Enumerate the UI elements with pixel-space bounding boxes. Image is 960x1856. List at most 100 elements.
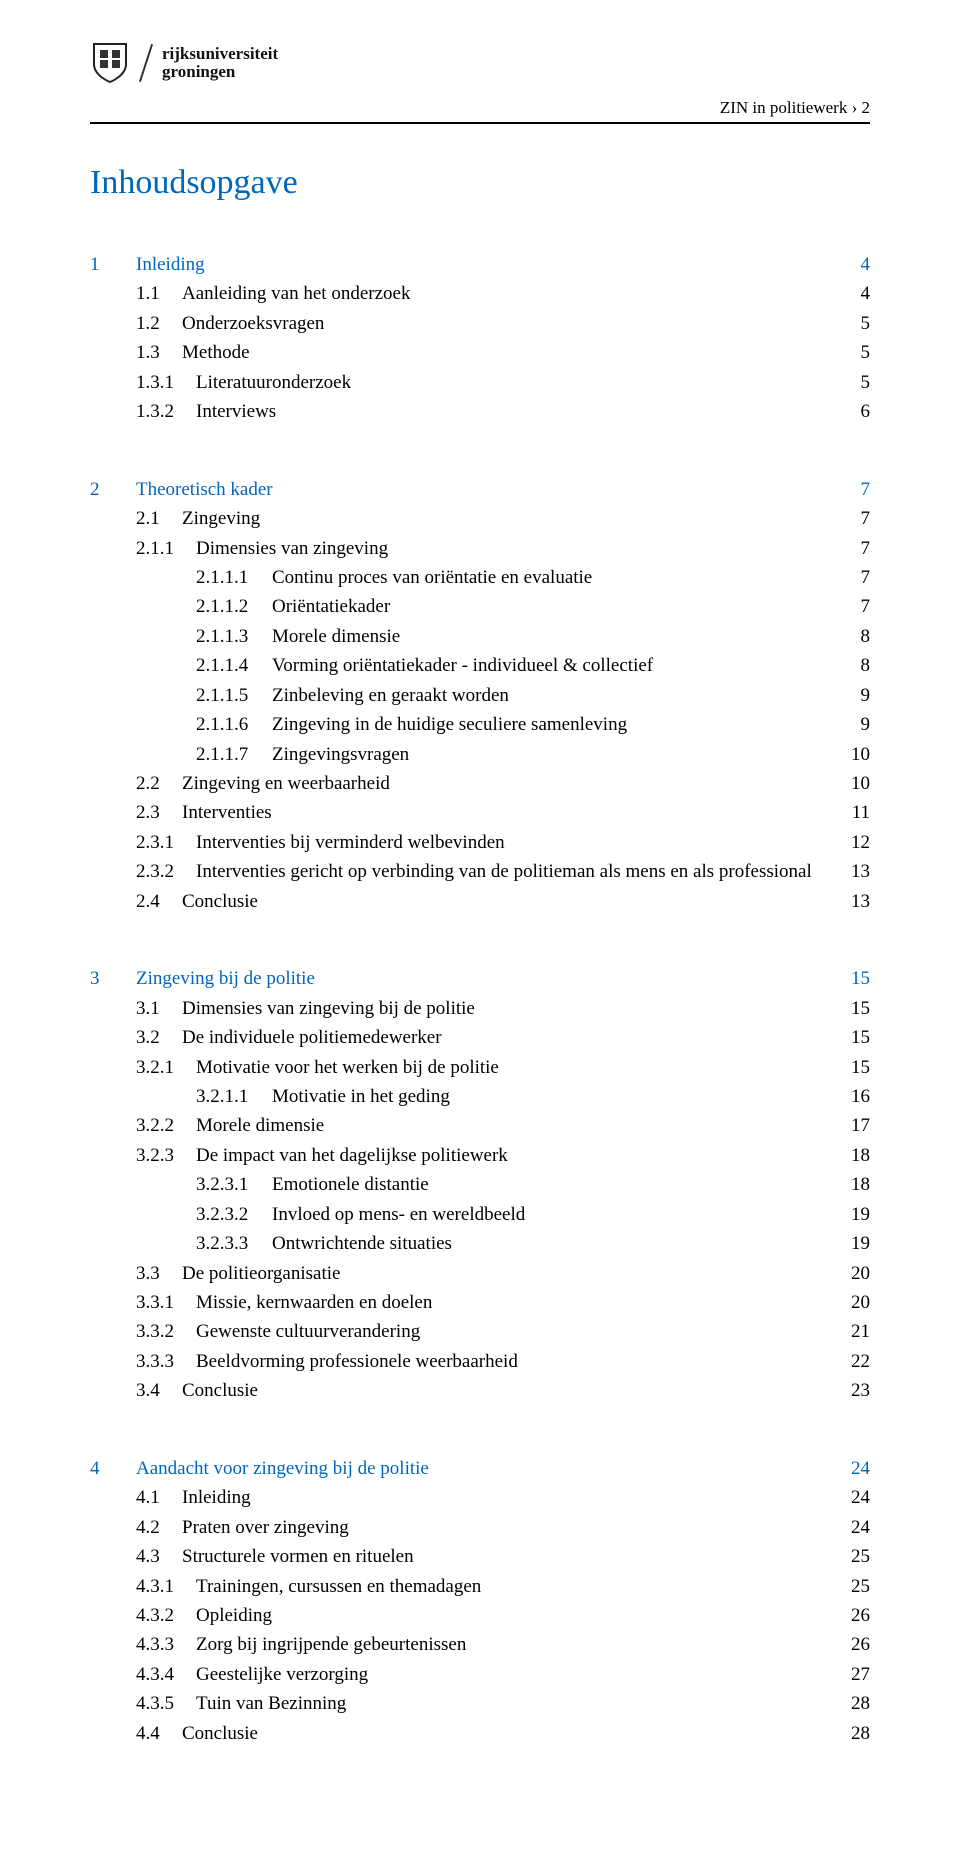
toc-entry-page: 17	[834, 1111, 870, 1140]
toc-entry-label: Zingeving in de huidige seculiere samenl…	[272, 710, 834, 739]
toc-entry: 2.1.1.3Morele dimensie8	[90, 622, 870, 651]
toc-entry-page: 7	[834, 563, 870, 592]
toc-entry-page: 8	[834, 622, 870, 651]
toc-entry-label: Zingeving en weerbaarheid	[182, 769, 834, 798]
toc-section: 4Aandacht voor zingeving bij de politie2…	[90, 1454, 870, 1748]
toc-entry-page: 24	[834, 1483, 870, 1512]
toc-entry: 2.3.2Interventies gericht op verbinding …	[90, 857, 870, 886]
toc-entry-page: 10	[834, 740, 870, 769]
toc-entry-page: 13	[834, 857, 870, 886]
running-head: ZIN in politiewerk › 2	[90, 98, 870, 118]
toc-entry-page: 25	[834, 1572, 870, 1601]
toc-entry: 2.1Zingeving7	[90, 504, 870, 533]
university-name-line1: rijksuniversiteit	[162, 45, 278, 63]
toc-entry-number: 3.3	[136, 1259, 182, 1288]
toc-entry-label: Zingeving bij de politie	[136, 964, 834, 993]
toc-entry-number: 2.1	[136, 504, 182, 533]
toc-entry-label: Methode	[182, 338, 834, 367]
toc-entry-number: 4.3.2	[136, 1601, 196, 1630]
toc-entry-number: 4.3	[136, 1542, 182, 1571]
toc-entry: 3.4Conclusie23	[90, 1376, 870, 1405]
toc-entry-page: 19	[834, 1200, 870, 1229]
toc-entry: 2.1.1.2Oriëntatiekader7	[90, 592, 870, 621]
toc-entry-label: Trainingen, cursussen en themadagen	[196, 1572, 834, 1601]
toc-entry-page: 11	[834, 798, 870, 827]
toc-entry-page: 23	[834, 1376, 870, 1405]
toc-entry-label: Opleiding	[196, 1601, 834, 1630]
toc-entry: 3.2.3.1Emotionele distantie18	[90, 1170, 870, 1199]
toc-entry-page: 20	[834, 1288, 870, 1317]
toc-entry-number: 2.3.1	[136, 828, 196, 857]
toc-entry-number: 2.1.1	[136, 534, 196, 563]
toc-entry-page: 15	[834, 964, 870, 993]
toc-entry-label: Morele dimensie	[196, 1111, 834, 1140]
toc-entry-page: 5	[834, 338, 870, 367]
toc-entry-page: 15	[834, 1023, 870, 1052]
toc-entry-number: 2.1.1.1	[196, 563, 272, 592]
toc-entry-page: 15	[834, 1053, 870, 1082]
toc-entry: 4.2Praten over zingeving24	[90, 1513, 870, 1542]
toc-entry-page: 7	[834, 592, 870, 621]
toc-entry-number: 4.2	[136, 1513, 182, 1542]
toc-entry-label: Vorming oriëntatiekader - individueel & …	[272, 651, 834, 680]
toc-section-heading: 4Aandacht voor zingeving bij de politie2…	[90, 1454, 870, 1483]
toc-entry-label: Onderzoeksvragen	[182, 309, 834, 338]
header: rijksuniversiteit groningen	[90, 40, 870, 86]
toc-entry-label: Motivatie voor het werken bij de politie	[196, 1053, 834, 1082]
toc-entry: 3.2.3.3Ontwrichtende situaties19	[90, 1229, 870, 1258]
toc-entry-page: 25	[834, 1542, 870, 1571]
toc-entry-number: 2	[90, 475, 136, 504]
toc-entry: 3.3.3Beeldvorming professionele weerbaar…	[90, 1347, 870, 1376]
toc-entry-number: 1.3	[136, 338, 182, 367]
toc-entry-page: 24	[834, 1454, 870, 1483]
toc-section-heading: 2Theoretisch kader7	[90, 475, 870, 504]
toc-entry: 3.3.2Gewenste cultuurverandering21	[90, 1317, 870, 1346]
toc-entry-page: 26	[834, 1601, 870, 1630]
toc-entry-number: 1.3.2	[136, 397, 196, 426]
toc-entry-page: 13	[834, 887, 870, 916]
toc-entry-number: 3.2.2	[136, 1111, 196, 1140]
toc-entry: 3.2.2Morele dimensie17	[90, 1111, 870, 1140]
toc-entry-page: 16	[834, 1082, 870, 1111]
toc-entry-number: 2.4	[136, 887, 182, 916]
toc-entry-number: 3.3.3	[136, 1347, 196, 1376]
toc-entry-number: 4.3.5	[136, 1689, 196, 1718]
toc-entry: 2.1.1.7Zingevingsvragen10	[90, 740, 870, 769]
toc-entry-label: Continu proces van oriëntatie en evaluat…	[272, 563, 834, 592]
toc-entry-number: 1.3.1	[136, 368, 196, 397]
toc-entry-label: Inleiding	[182, 1483, 834, 1512]
toc-entry-page: 19	[834, 1229, 870, 1258]
toc-entry-number: 3.2.3.3	[196, 1229, 272, 1258]
toc-entry: 1.3Methode5	[90, 338, 870, 367]
toc-entry: 2.1.1.1Continu proces van oriëntatie en …	[90, 563, 870, 592]
toc-entry-label: Conclusie	[182, 1376, 834, 1405]
toc-entry-number: 2.1.1.2	[196, 592, 272, 621]
toc-entry-page: 27	[834, 1660, 870, 1689]
toc-entry-label: De individuele politiemedewerker	[182, 1023, 834, 1052]
toc-entry-number: 3.1	[136, 994, 182, 1023]
toc-entry: 3.2.1.1Motivatie in het geding16	[90, 1082, 870, 1111]
toc-entry-page: 21	[834, 1317, 870, 1346]
toc-entry: 3.1Dimensies van zingeving bij de politi…	[90, 994, 870, 1023]
toc-entry-page: 28	[834, 1689, 870, 1718]
toc-section-heading: 3Zingeving bij de politie15	[90, 964, 870, 993]
toc-entry-label: Zingeving	[182, 504, 834, 533]
toc-entry-page: 18	[834, 1170, 870, 1199]
toc-entry-number: 1.2	[136, 309, 182, 338]
toc-entry-label: Conclusie	[182, 1719, 834, 1748]
toc-entry-page: 24	[834, 1513, 870, 1542]
toc-entry-page: 15	[834, 994, 870, 1023]
toc-entry-label: Invloed op mens- en wereldbeeld	[272, 1200, 834, 1229]
toc-entry-label: Motivatie in het geding	[272, 1082, 834, 1111]
toc-entry: 2.2Zingeving en weerbaarheid10	[90, 769, 870, 798]
toc-entry: 1.3.1Literatuuronderzoek5	[90, 368, 870, 397]
toc-entry-label: Ontwrichtende situaties	[272, 1229, 834, 1258]
toc-entry-number: 2.3	[136, 798, 182, 827]
toc-entry-page: 5	[834, 309, 870, 338]
toc-entry-label: Oriëntatiekader	[272, 592, 834, 621]
toc-entry-label: Zingevingsvragen	[272, 740, 834, 769]
toc-entry-number: 2.3.2	[136, 857, 196, 886]
toc-entry-number: 2.2	[136, 769, 182, 798]
toc-entry-label: Zinbeleving en geraakt worden	[272, 681, 834, 710]
toc-entry: 2.3.1Interventies bij verminderd welbevi…	[90, 828, 870, 857]
